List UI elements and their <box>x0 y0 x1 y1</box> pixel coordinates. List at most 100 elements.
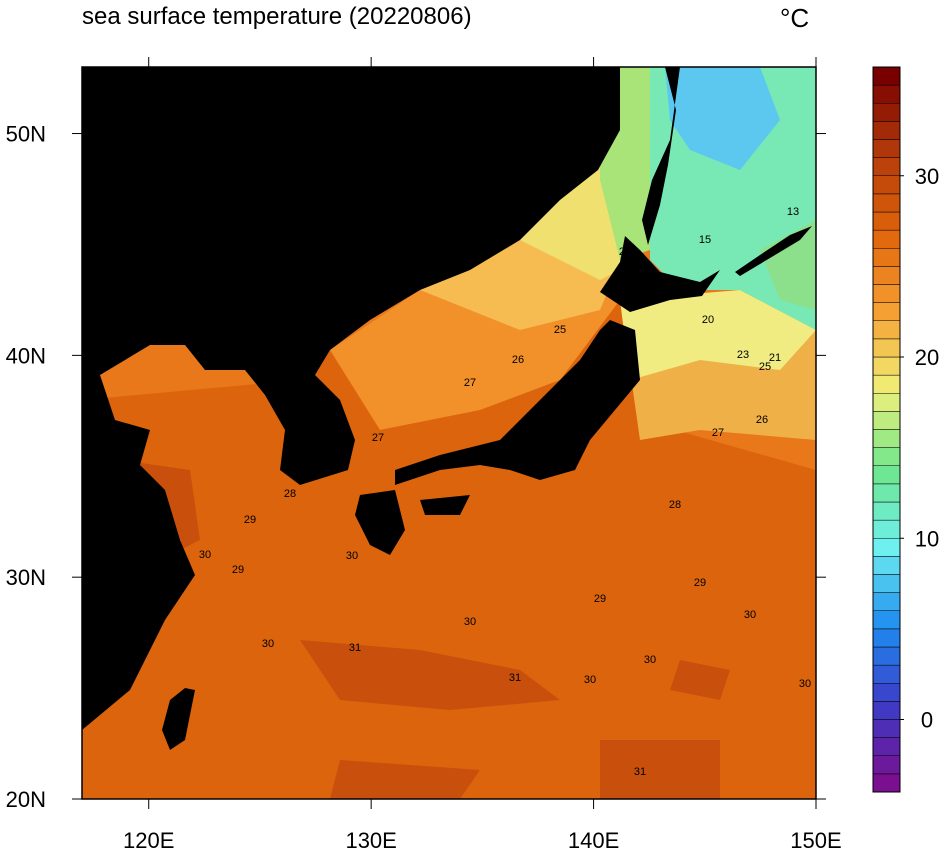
contour-label: 26 <box>512 354 524 366</box>
colorbar-bin <box>872 519 901 539</box>
colorbar-bin <box>872 538 901 557</box>
colorbar-bin <box>872 592 901 611</box>
contour-label: 30 <box>644 654 656 666</box>
colorbar-bin <box>872 646 901 666</box>
colorbar-bin <box>872 755 901 775</box>
colorbar-bin <box>872 701 901 720</box>
contour-label: 30 <box>464 616 476 628</box>
colorbar-bin <box>872 393 901 412</box>
colorbar-bin <box>872 628 901 648</box>
land <box>82 67 812 750</box>
colorbar-bin <box>872 320 901 340</box>
colorbar-bin <box>872 284 901 303</box>
colorbar-bin <box>872 121 901 140</box>
colorbar: 0 10 20 30 <box>872 66 939 793</box>
y-tick-label: 40N <box>6 343 46 368</box>
contour-label: 30 <box>744 609 756 621</box>
colorbar-bin <box>872 556 901 575</box>
contour-label: 28 <box>669 499 681 511</box>
hokkaido <box>600 236 720 312</box>
x-tick-label: 140E <box>568 828 619 853</box>
colorbar-label: 20 <box>915 345 939 370</box>
colorbar-bin <box>872 374 901 394</box>
colorbar-bin <box>872 266 901 285</box>
contour-label: 29 <box>232 564 244 576</box>
axes: 120E 130E 140E 150E 20N 30N 40N 50N <box>6 57 842 853</box>
colorbar-bin <box>872 193 901 213</box>
colorbar-bin <box>872 211 901 231</box>
kuril-islands <box>735 226 812 276</box>
colorbar-bin <box>872 664 901 684</box>
colorbar-bin <box>872 483 901 503</box>
zone-14 <box>760 220 816 310</box>
unit: °C <box>780 3 809 33</box>
contour-label: 31 <box>509 672 521 684</box>
contour-label: 27 <box>464 377 476 389</box>
contour-label: 23 <box>737 349 749 361</box>
contour-label: 26 <box>756 414 768 426</box>
contour-label: 20 <box>702 314 714 326</box>
colorbar-label: 10 <box>915 526 939 551</box>
x-tick-label: 130E <box>345 828 396 853</box>
y-tick-label: 20N <box>6 787 46 812</box>
plot-frame <box>81 66 817 800</box>
shikoku <box>420 495 470 515</box>
contour-label: 30 <box>584 674 596 686</box>
colorbar-bin <box>872 139 901 158</box>
contour-label: 25 <box>554 324 566 336</box>
contour-label: 27 <box>712 427 724 439</box>
colorbar-bin <box>872 356 901 376</box>
continent <box>82 67 620 730</box>
colorbar-bin <box>872 429 901 448</box>
colorbar-bin <box>872 103 901 122</box>
taiwan <box>162 688 195 750</box>
map-plot: 25 26 27 27 28 29 30 29 30 28 27 26 29 29 30 30 31 31 30 30… <box>82 67 816 799</box>
colorbar-label: 30 <box>915 164 939 189</box>
colorbar-bin <box>872 157 901 176</box>
contour-labels: 25 26 27 27 28 29 30 29 30 28 27 26 29 29 30 30 31 31 30 30… <box>199 206 811 778</box>
warm-zone <box>120 460 730 799</box>
contour-label: 30 <box>799 678 811 690</box>
colorbar-bin <box>872 248 901 267</box>
colorbar-bin <box>872 66 901 86</box>
sakhalin <box>642 67 680 245</box>
colorbar-bin <box>872 574 901 593</box>
title: sea surface temperature (20220806) <box>82 3 472 30</box>
contour-label: 31 <box>349 642 361 654</box>
contour-label: 29 <box>594 593 606 605</box>
contour-label: 25 <box>759 361 771 373</box>
colorbar-bin <box>872 84 901 104</box>
y-tick-label: 30N <box>6 565 46 590</box>
contour-label: 27 <box>372 432 384 444</box>
contour-label: 29 <box>694 577 706 589</box>
zone-20 <box>620 290 816 380</box>
colorbar-bin <box>872 338 901 358</box>
colorbar-bin <box>872 411 901 430</box>
colorbar-bin <box>872 447 901 466</box>
contour-label: 30 <box>346 550 358 562</box>
colorbar-bin <box>872 773 901 793</box>
y-tick-label: 50N <box>6 122 46 147</box>
colorbar-bin <box>872 501 901 521</box>
colorbar-bin <box>872 737 901 756</box>
colorbar-bin <box>872 610 901 630</box>
contour-label: 30 <box>199 549 211 561</box>
contour-label: 30 <box>262 638 274 650</box>
colorbar-bin <box>872 302 901 321</box>
colorbar-bin <box>872 465 901 485</box>
honshu <box>395 320 640 485</box>
zone-10 <box>665 67 780 170</box>
contour-label: 21 <box>769 352 781 364</box>
contour-label: 13 <box>787 206 799 218</box>
contour-label: 22 <box>619 246 631 258</box>
colorbar-frame <box>872 66 901 793</box>
x-tick-label: 150E <box>790 828 841 853</box>
contour-label: 29 <box>244 514 256 526</box>
contour-label: 28 <box>284 488 296 500</box>
colorbar-label: 0 <box>921 708 933 733</box>
colorbar-bin <box>872 719 901 738</box>
x-tick-label: 120E <box>123 828 174 853</box>
colorbar-bin <box>872 683 901 702</box>
